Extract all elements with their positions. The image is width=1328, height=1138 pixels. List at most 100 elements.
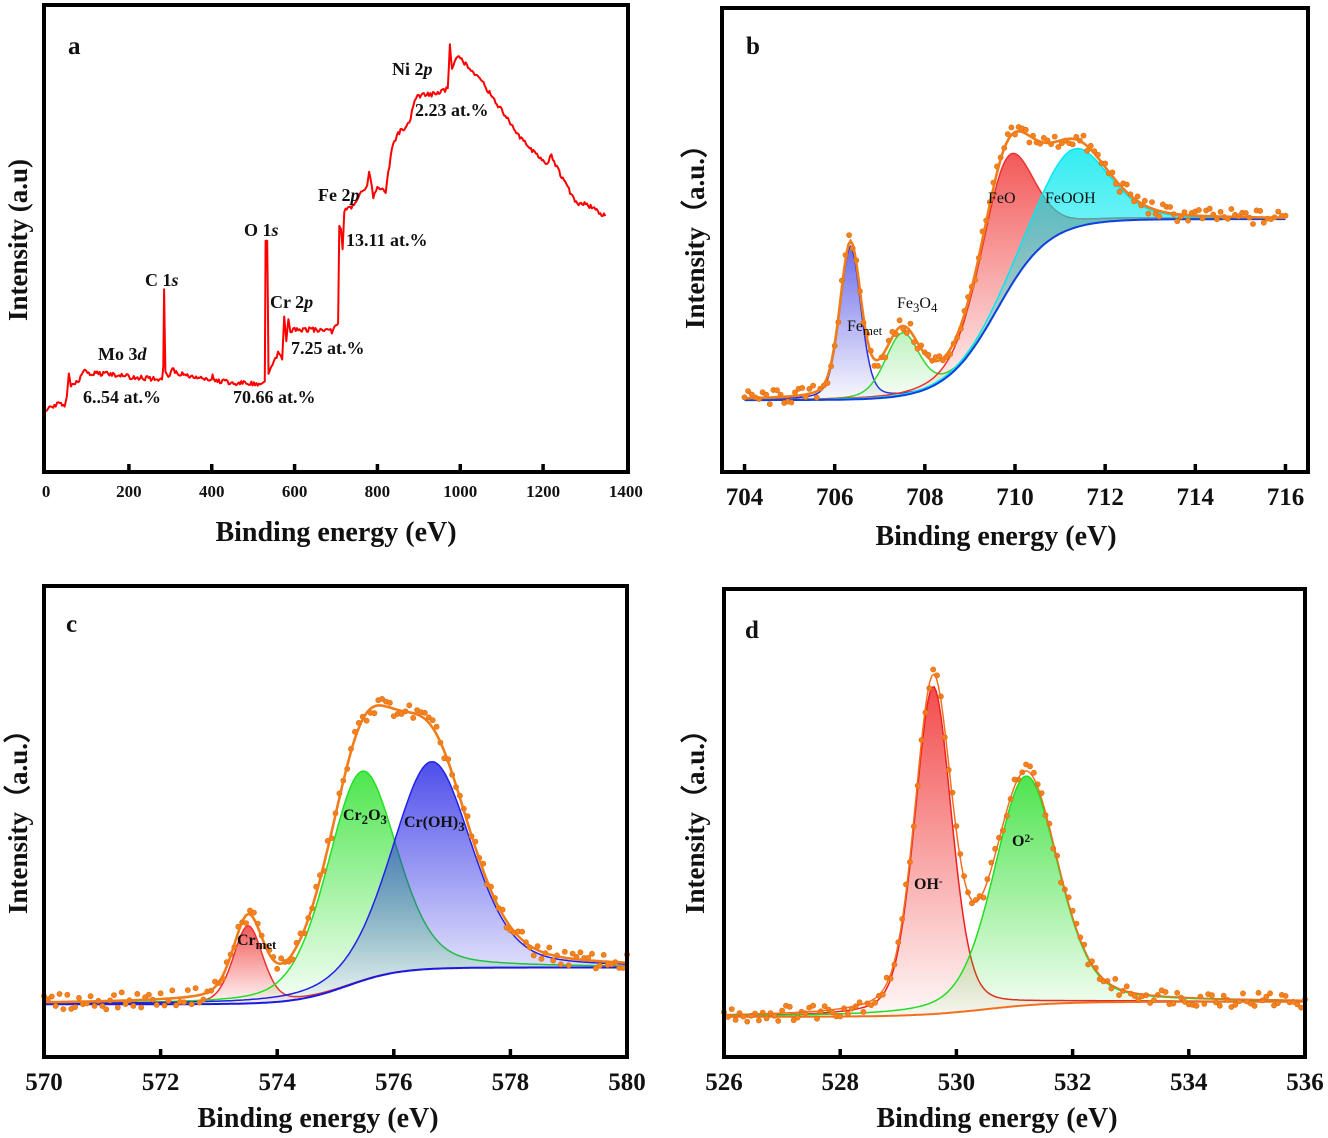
annotation-segment: 13.11 at.% [346, 230, 428, 250]
x-tick-label: 1200 [526, 482, 560, 501]
data-point [1170, 1000, 1177, 1007]
data-point [1251, 1003, 1258, 1009]
peak-annotation: Cr 2p [270, 292, 313, 312]
fit-envelope-line [43, 704, 628, 1004]
data-point [806, 385, 813, 392]
panel-d-xlabel: Binding energy (eV) [876, 1103, 1117, 1134]
annotation-segment: O [919, 295, 931, 312]
data-point [289, 956, 296, 963]
annotation-segment: 7.25 at.% [291, 338, 365, 358]
peak-annotation: O 1s [244, 220, 279, 240]
data-point [64, 991, 71, 998]
component-fill-cr-oh-3 [44, 761, 627, 1005]
data-point [1055, 144, 1062, 150]
data-point [1232, 1001, 1239, 1008]
data-point [1123, 181, 1130, 188]
data-point [814, 1015, 820, 1022]
x-tick-label: 580 [608, 1069, 646, 1096]
data-point [1242, 210, 1249, 216]
data-point [558, 961, 564, 968]
data-point [550, 957, 557, 964]
data-point [1267, 990, 1273, 997]
data-point [72, 1004, 78, 1010]
data-point [1174, 989, 1181, 996]
data-point [756, 1017, 762, 1024]
data-point [546, 944, 553, 951]
data-point [1257, 207, 1264, 214]
data-point [593, 965, 599, 972]
data-point [589, 950, 595, 957]
data-point [1220, 992, 1227, 999]
data-point [1255, 989, 1262, 996]
data-point [903, 329, 910, 336]
annotation-segment: Fe [897, 295, 913, 312]
data-point [896, 317, 903, 324]
data-point [425, 714, 432, 721]
annotation-segment: Ni 2 [392, 59, 424, 79]
annotation-segment: 3 [458, 820, 464, 834]
x-tick-label: 400 [199, 482, 225, 501]
data-point [1228, 206, 1235, 212]
panel-d: 526 528 530 532 534 536 OH- O2- [705, 587, 1324, 1096]
data-point [538, 955, 545, 962]
component-fill-fe-met [744, 219, 1286, 401]
data-point [200, 996, 207, 1003]
background-line [744, 218, 1286, 402]
data-point [1069, 141, 1076, 148]
peak-annotation: 70.66 at.% [233, 387, 316, 407]
data-point [184, 987, 191, 993]
annotation-segment: C 1 [145, 270, 172, 290]
data-point [153, 1002, 160, 1008]
annotation-segment: met [863, 324, 883, 338]
data-point [180, 999, 187, 1006]
data-point [565, 962, 572, 969]
data-point [410, 715, 417, 721]
data-point [1196, 207, 1202, 213]
annotation-segment: 70.66 at.% [233, 387, 316, 407]
peak-annotation: Fe 2p [318, 185, 359, 205]
annotation-segment: p [302, 292, 313, 312]
panel-a-label: a [68, 33, 81, 60]
background-line [44, 966, 627, 1006]
data-point [763, 1015, 770, 1022]
data-point [138, 1004, 145, 1011]
data-point [774, 387, 780, 394]
data-point [577, 949, 584, 956]
data-point [278, 955, 284, 962]
data-point [196, 999, 203, 1006]
data-point [87, 993, 94, 1000]
panel-b-xlabel: Binding energy (eV) [875, 521, 1116, 552]
data-point [114, 1004, 121, 1011]
data-point [48, 993, 55, 1000]
peak-annotation: FeOOH [1045, 190, 1096, 207]
data-point [530, 952, 537, 959]
data-point [837, 1013, 844, 1020]
data-point [111, 992, 117, 998]
panel-b-label: b [746, 33, 760, 60]
annotation-segment: Fe 2 [318, 185, 350, 205]
annotation-segment: FeOOH [1045, 190, 1096, 207]
data-point [872, 999, 878, 1006]
x-tick-label: 534 [1170, 1069, 1208, 1096]
data-point [788, 399, 795, 406]
data-point [1156, 213, 1163, 220]
data-point [173, 1002, 179, 1009]
data-point [845, 1010, 851, 1017]
data-point [99, 1003, 106, 1009]
data-point [386, 699, 393, 706]
annotation-segment: - [939, 876, 943, 888]
x-tick-label: 572 [142, 1069, 180, 1096]
x-tick-label: 526 [705, 1069, 743, 1096]
data-point [745, 388, 751, 394]
annotation-segment: 4 [931, 301, 938, 315]
x-tick-label: 708 [906, 484, 944, 511]
plot-frame [42, 3, 630, 474]
data-point [1174, 218, 1181, 225]
data-point [1116, 188, 1123, 195]
data-point [1260, 219, 1267, 226]
data-point [620, 965, 626, 971]
x-tick-label: 578 [492, 1069, 530, 1096]
data-point [1051, 133, 1058, 140]
data-point [1294, 1001, 1301, 1008]
data-point [846, 232, 852, 238]
